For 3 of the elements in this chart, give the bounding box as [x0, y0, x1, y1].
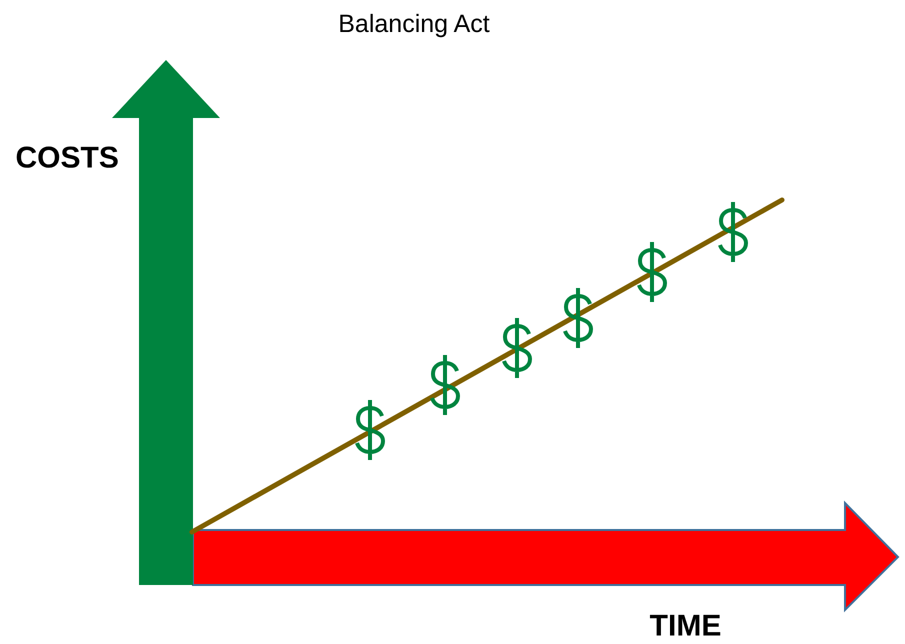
chart-title: Balancing Act	[338, 10, 490, 38]
y-axis-title: COSTS	[16, 142, 119, 174]
x-axis-title: TIME	[650, 610, 722, 642]
